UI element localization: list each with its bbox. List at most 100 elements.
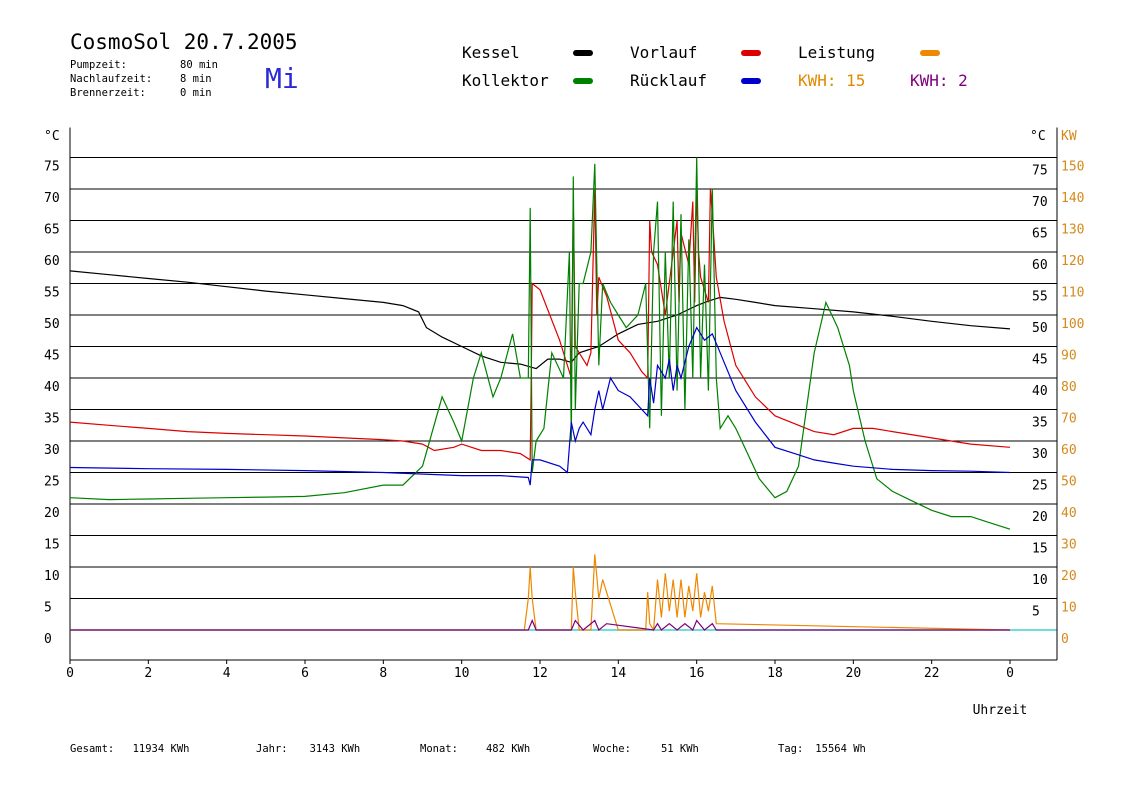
footer-woche: Woche: 51 KWh: [593, 743, 699, 755]
footer-value: 11934 KWh: [132, 743, 190, 755]
y-tick-left: 40: [44, 380, 60, 395]
kwh-label: KWH:: [910, 71, 949, 90]
kwh-second: KWH: 2: [910, 71, 968, 90]
footer-label: Jahr:: [256, 743, 288, 755]
info-label: Nachlaufzeit:: [70, 73, 153, 85]
footer-label: Woche:: [593, 743, 631, 755]
info-row-nachlaufzeit: Nachlaufzeit: 8 min: [70, 72, 218, 86]
y-tick-left: 75: [44, 160, 60, 175]
x-tick-label: 22: [924, 666, 940, 681]
y-tick-left: 70: [44, 191, 60, 206]
footer-tag: Tag: 15564 Wh: [778, 743, 866, 755]
footer-label: Gesamt:: [70, 743, 115, 755]
y-tick-right: 20: [1032, 510, 1048, 525]
legend-label-ruecklauf: Rücklauf: [630, 71, 708, 90]
footer-label: Monat:: [420, 743, 458, 755]
y-tick-right: 35: [1032, 416, 1048, 431]
x-tick-label: 16: [689, 666, 705, 681]
y-tick-kw: 110: [1061, 286, 1084, 301]
x-tick-label: 10: [454, 666, 470, 681]
y-tick-left: 45: [44, 349, 60, 364]
x-tick-label: 4: [223, 666, 231, 681]
y-tick-kw: 120: [1061, 254, 1084, 269]
y-tick-right: 60: [1032, 258, 1048, 273]
info-value: 80 min: [180, 59, 218, 71]
x-tick-label: 20: [846, 666, 862, 681]
x-tick-label: 0: [1006, 666, 1014, 681]
footer-monat: Monat: 482 KWh: [420, 743, 530, 755]
kwh-value: 2: [958, 71, 968, 90]
series-line-vorlauf: [69, 188, 1011, 461]
legend-label-leistung: Leistung: [798, 43, 876, 62]
footer: Gesamt: 11934 KWh Jahr: 3143 KWh Monat: 48…: [0, 743, 1148, 759]
y-tick-left: 15: [44, 538, 60, 553]
y-tick-kw: 80: [1061, 380, 1077, 395]
y-tick-right: 5: [1032, 605, 1040, 620]
info-block: Pumpzeit: 80 min Nachlaufzeit: 8 min Brenn…: [70, 58, 218, 100]
y-tick-right: 50: [1032, 321, 1048, 336]
y-tick-right: 70: [1032, 195, 1048, 210]
y-tick-kw: 10: [1061, 601, 1077, 616]
series-line-kessel: [69, 270, 1011, 370]
x-tick-label: 18: [767, 666, 783, 681]
footer-value: 15564 Wh: [815, 743, 866, 755]
x-tick-label: 2: [144, 666, 152, 681]
footer-value: 482 KWh: [485, 743, 531, 755]
y-tick-right: 45: [1032, 353, 1048, 368]
footer-value: 51 KWh: [660, 743, 699, 755]
kwh-value: 15: [846, 71, 866, 90]
x-tick-label: 14: [611, 666, 627, 681]
y-tick-kw: 100: [1061, 317, 1084, 332]
y-tick-left: 10: [44, 569, 60, 584]
y-axis-label-left: °C: [44, 129, 60, 144]
y-tick-right: 30: [1032, 447, 1048, 462]
legend-swatch-ruecklauf: [741, 78, 761, 84]
legend-swatch-vorlauf: [741, 50, 761, 56]
kwh-leistung: KWH: 15: [798, 71, 865, 90]
footer-jahr: Jahr: 3143 KWh: [256, 743, 360, 755]
legend-label-kollektor: Kollektor: [462, 71, 549, 90]
chart-grid: [70, 157, 1057, 631]
y-tick-right: 15: [1032, 542, 1048, 557]
y-tick-right: 25: [1032, 479, 1048, 494]
footer-gesamt: Gesamt: 11934 KWh: [70, 743, 190, 755]
y-tick-kw: 140: [1061, 191, 1084, 206]
info-row-brennerzeit: Brennerzeit: 0 min: [70, 86, 218, 100]
y-tick-left: 25: [44, 475, 60, 490]
info-label: Brennerzeit:: [70, 87, 146, 99]
footer-label: Tag:: [778, 743, 804, 755]
y-tick-left: 35: [44, 412, 60, 427]
x-tick-label: 12: [532, 666, 548, 681]
y-tick-left: 65: [44, 223, 60, 238]
series-line-rücklauf: [69, 326, 1011, 486]
legend-swatch-kessel: [573, 50, 593, 56]
y-tick-right: 55: [1032, 290, 1048, 305]
x-tick-label: 0: [66, 666, 74, 681]
y-tick-right: 10: [1032, 573, 1048, 588]
y-tick-left: 50: [44, 317, 60, 332]
series-line-kollektor: [69, 157, 1011, 530]
legend-label-kessel: Kessel: [462, 43, 520, 62]
y-tick-kw: 50: [1061, 475, 1077, 490]
y-tick-kw: 70: [1061, 412, 1077, 427]
series-line-leistung: [70, 554, 1011, 632]
info-value: 0 min: [180, 87, 212, 99]
legend-swatch-leistung: [920, 50, 940, 56]
kwh-label: KWH:: [798, 71, 837, 90]
weekday-label: Mi: [265, 62, 299, 95]
y-tick-right: 40: [1032, 384, 1048, 399]
y-tick-kw: 40: [1061, 506, 1077, 521]
y-tick-kw: 20: [1061, 569, 1077, 584]
y-tick-right: 65: [1032, 227, 1048, 242]
y-tick-left: 20: [44, 506, 60, 521]
y-tick-kw: 150: [1061, 160, 1084, 175]
y-tick-left: 0: [44, 632, 52, 647]
y-axis-label-right: °C: [1030, 129, 1046, 144]
footer-value: 3143 KWh: [309, 743, 361, 755]
legend-label-vorlauf: Vorlauf: [630, 43, 698, 62]
y-tick-left: 30: [44, 443, 60, 458]
y-tick-kw: 30: [1061, 538, 1077, 553]
legend-swatch-kollektor: [573, 78, 593, 84]
